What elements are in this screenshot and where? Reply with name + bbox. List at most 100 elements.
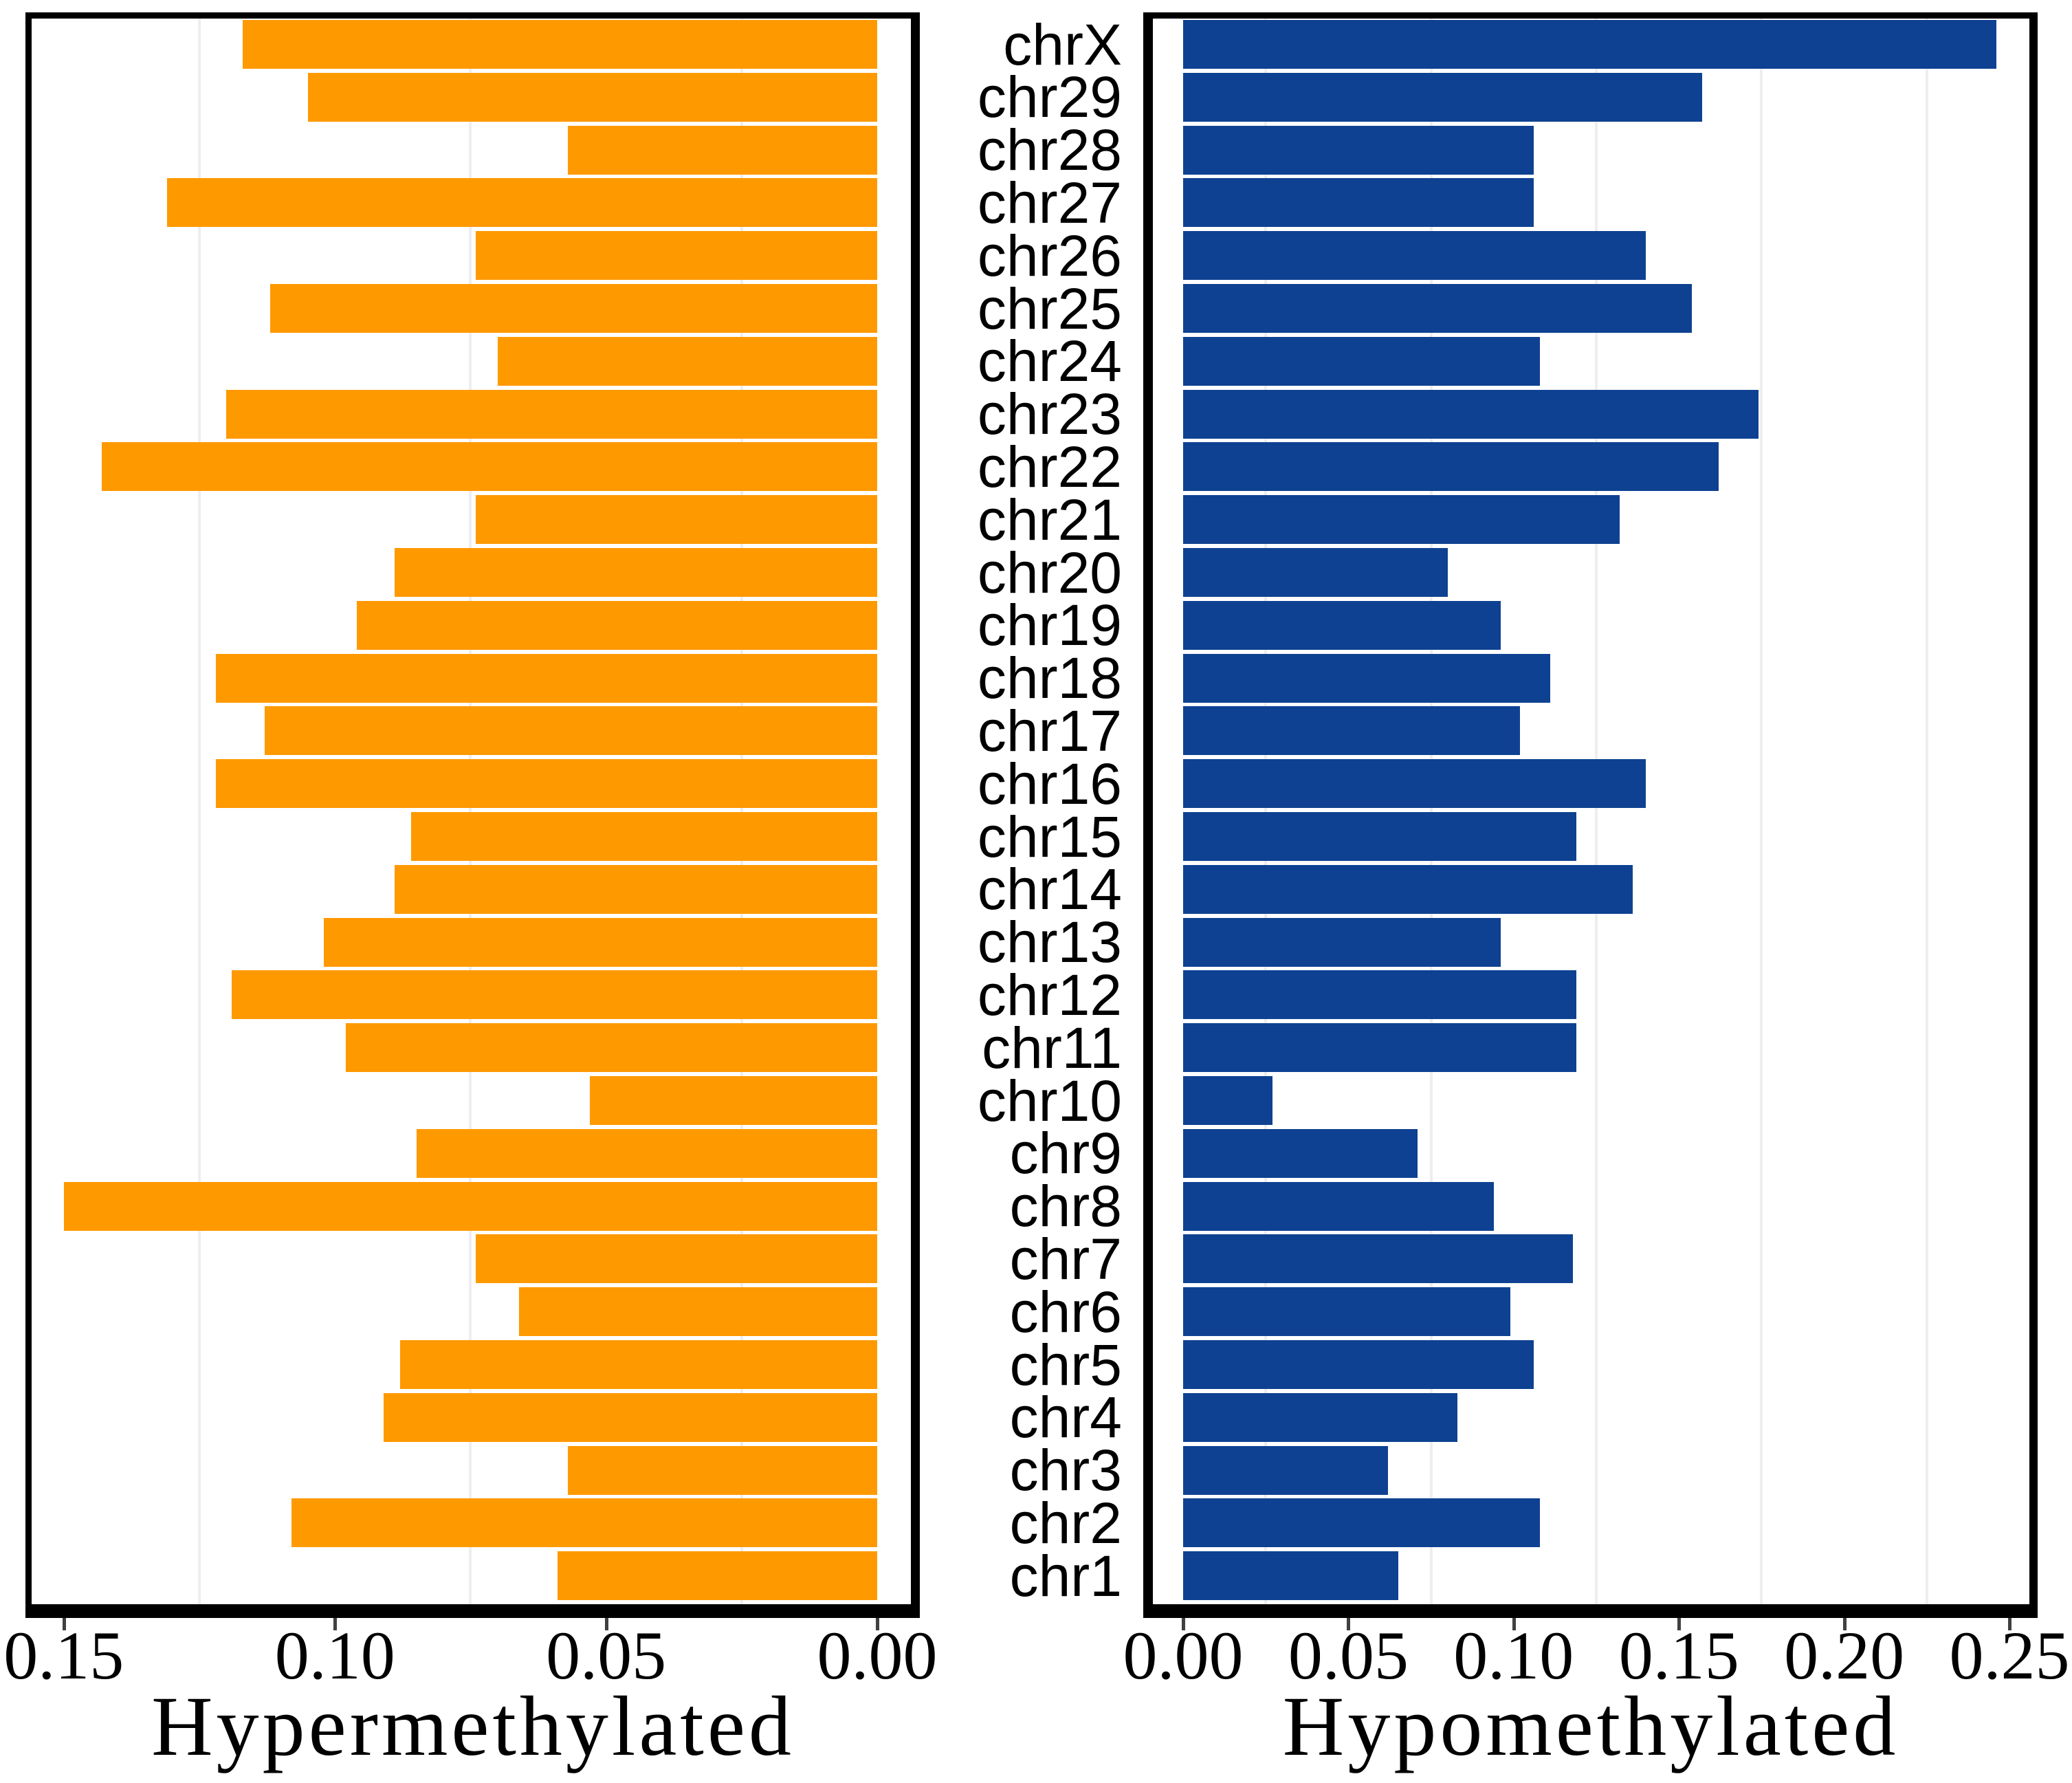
bar-hypomethylated-chr4 (1183, 1392, 1458, 1442)
row-label-chr15: chr15 (977, 804, 1122, 869)
bar-hypomethylated-chr27 (1183, 178, 1534, 228)
minor-gridline (1429, 19, 1433, 1604)
bar-hypermethylated-chr26 (476, 231, 877, 281)
bar-hypermethylated-chrX (243, 20, 877, 69)
bar-hypomethylated-chr8 (1183, 1181, 1494, 1231)
tick-mark (333, 1618, 338, 1630)
bar-hypermethylated-chr29 (307, 72, 877, 122)
bar-hypermethylated-chr11 (345, 1023, 877, 1073)
tick-label: 0.05 (546, 1617, 667, 1694)
bar-hypomethylated-chr9 (1183, 1128, 1418, 1178)
bar-hypomethylated-chr15 (1183, 812, 1577, 861)
bar-hypermethylated-chr10 (589, 1076, 877, 1125)
bar-hypomethylated-chr3 (1183, 1445, 1389, 1495)
bar-hypomethylated-chr18 (1183, 653, 1550, 703)
tick-mark (876, 1618, 879, 1630)
tick-label: 0.10 (1453, 1617, 1574, 1694)
bar-hypermethylated-chr28 (568, 125, 877, 175)
bar-hypomethylated-chr19 (1183, 600, 1501, 650)
hypermethylated-axis-title: Hypermethylated (151, 1679, 795, 1773)
hypomethylated-axis-title: Hypomethylated (1282, 1679, 1899, 1773)
bar-hypermethylated-chr25 (269, 284, 877, 333)
hypomethylated-panel (1143, 12, 2038, 1618)
row-label-chr13: chr13 (977, 910, 1122, 975)
bar-hypermethylated-chr23 (226, 389, 877, 439)
tick-label: 0.15 (3, 1617, 124, 1694)
bar-hypermethylated-chr8 (63, 1181, 877, 1231)
bar-hypermethylated-chr7 (476, 1234, 877, 1284)
bar-hypomethylated-chr13 (1183, 917, 1501, 967)
bar-hypermethylated-chr15 (410, 812, 877, 861)
tick-mark (1512, 1618, 1516, 1630)
bar-hypermethylated-chr14 (394, 864, 877, 914)
row-label-chr25: chr25 (977, 276, 1122, 341)
bar-hypermethylated-chr9 (416, 1128, 877, 1178)
row-label-chr14: chr14 (977, 857, 1122, 922)
bar-hypomethylated-chr2 (1183, 1498, 1541, 1548)
tick-mark (604, 1618, 608, 1630)
tick-mark (1182, 1618, 1185, 1630)
tick-mark (62, 1618, 66, 1630)
row-label-chr10: chr10 (977, 1068, 1122, 1133)
bar-hypermethylated-chr27 (166, 178, 877, 228)
bar-hypomethylated-chr11 (1183, 1023, 1577, 1073)
bar-hypermethylated-chr4 (384, 1392, 877, 1442)
bar-hypomethylated-chr5 (1183, 1340, 1534, 1389)
minor-gridline (1264, 19, 1268, 1604)
tick-label: 0.00 (817, 1617, 938, 1694)
bar-hypomethylated-chr26 (1183, 231, 1646, 281)
minor-gridline (1925, 19, 1928, 1604)
tick-mark (2008, 1618, 2012, 1630)
row-label-chr26: chr26 (977, 223, 1122, 288)
bar-hypomethylated-chr25 (1183, 284, 1693, 333)
bar-hypomethylated-chr7 (1183, 1234, 1574, 1284)
row-label-chr2: chr2 (1009, 1490, 1122, 1555)
bar-hypermethylated-chr18 (215, 653, 877, 703)
bar-hypomethylated-chr21 (1183, 495, 1620, 545)
minor-gridline (198, 19, 201, 1604)
bar-hypermethylated-chr20 (394, 548, 877, 597)
bar-hypomethylated-chr10 (1183, 1076, 1272, 1125)
row-label-chr16: chr16 (977, 751, 1122, 816)
row-label-chr17: chr17 (977, 698, 1122, 763)
bar-hypomethylated-chr22 (1183, 442, 1719, 492)
tick-label: 0.15 (1618, 1617, 1739, 1694)
tick-label: 0.05 (1288, 1617, 1409, 1694)
row-label-chr9: chr9 (1009, 1121, 1122, 1186)
minor-gridline (469, 19, 472, 1604)
row-label-chr22: chr22 (977, 434, 1122, 499)
tick-mark (1842, 1618, 1847, 1630)
bar-hypomethylated-chr14 (1183, 864, 1633, 914)
bar-hypermethylated-chr24 (497, 336, 877, 386)
minor-gridline (1595, 19, 1598, 1604)
row-label-chr11: chr11 (982, 1015, 1122, 1080)
bar-hypomethylated-chr12 (1183, 970, 1577, 1020)
row-label-chr18: chr18 (977, 646, 1122, 711)
tick-label: 0.25 (1949, 1617, 2070, 1694)
bar-hypermethylated-chr3 (568, 1445, 877, 1495)
bar-hypomethylated-chr1 (1183, 1551, 1398, 1601)
row-label-chr8: chr8 (1009, 1174, 1122, 1239)
bar-hypermethylated-chr6 (519, 1287, 877, 1337)
row-label-chr21: chr21 (977, 487, 1122, 552)
row-label-chr19: chr19 (977, 593, 1122, 658)
bar-hypermethylated-chr5 (399, 1340, 877, 1389)
bar-hypomethylated-chr29 (1183, 72, 1702, 122)
bar-hypomethylated-chr20 (1183, 548, 1448, 597)
bar-hypermethylated-chr16 (215, 759, 877, 809)
row-label-chr24: chr24 (977, 329, 1122, 394)
bar-hypermethylated-chr12 (232, 970, 877, 1020)
row-label-chr28: chr28 (977, 118, 1122, 183)
tick-mark (1347, 1618, 1351, 1630)
hypermethylated-panel (25, 12, 920, 1618)
minor-gridline (1760, 19, 1763, 1604)
row-label-chr6: chr6 (1009, 1279, 1122, 1344)
tick-label: 0.20 (1784, 1617, 1905, 1694)
tick-label: 0.00 (1123, 1617, 1244, 1694)
row-label-chr27: chr27 (977, 170, 1122, 235)
row-label-chrX: chrX (1003, 12, 1122, 77)
row-label-chr5: chr5 (1009, 1332, 1122, 1397)
bar-hypomethylated-chr16 (1183, 759, 1646, 809)
bar-hypomethylated-chr24 (1183, 336, 1541, 386)
